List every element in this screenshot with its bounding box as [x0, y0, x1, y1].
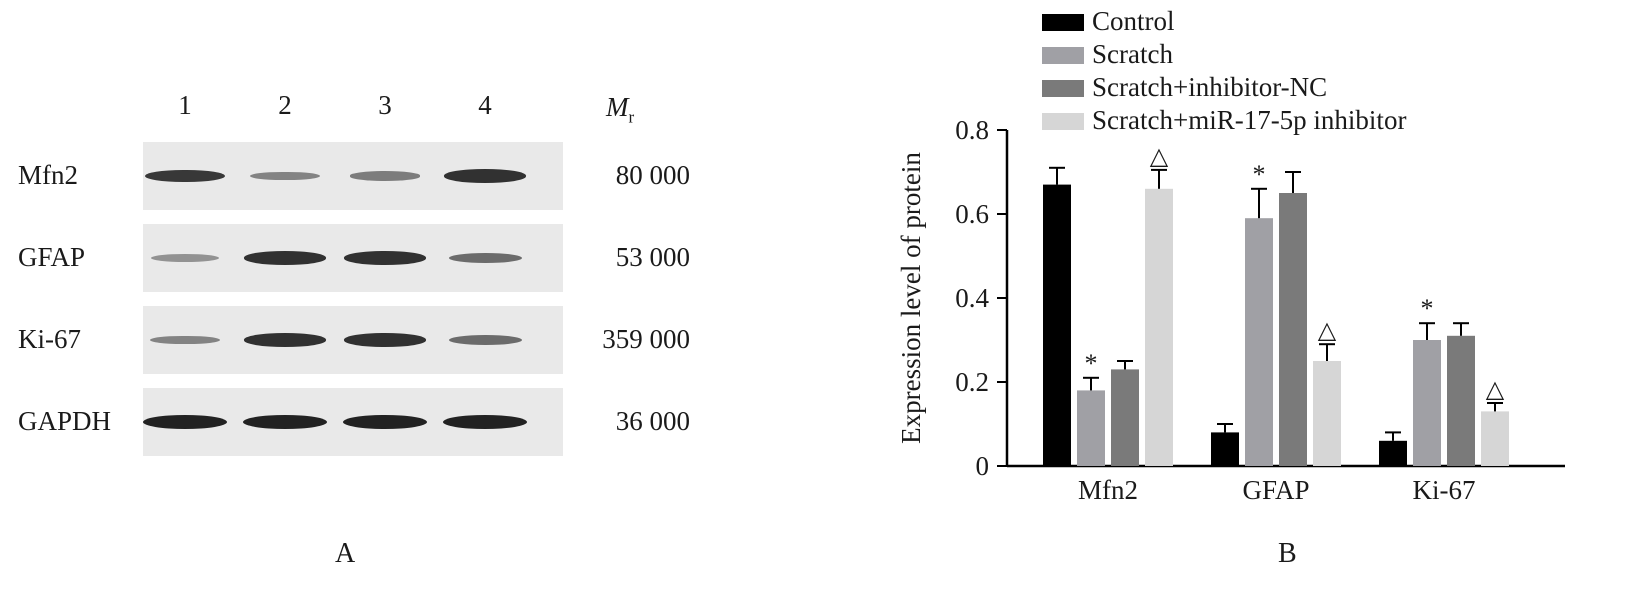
band-gapdh-lane-3 [343, 415, 427, 429]
x-category-label-mfn2: Mfn2 [1078, 475, 1138, 505]
bar-gfap-2 [1245, 218, 1273, 466]
bar-mfn2-1 [1043, 184, 1071, 466]
band-gfap-lane-1 [151, 254, 219, 262]
molecular-weight-header: Mr [606, 92, 635, 127]
legend-swatch-4 [1042, 113, 1084, 130]
significance-mark-ki-67-4: △ [1486, 377, 1505, 403]
panel-label-a: A [335, 538, 356, 569]
significance-mark-ki-67-2: * [1421, 294, 1434, 323]
mw-value-ki67: 359 000 [602, 324, 690, 354]
legend-label-1: Control [1092, 6, 1175, 36]
bar-ki-67-3 [1447, 335, 1475, 466]
band-mfn2-lane-2 [250, 171, 320, 181]
band-ki-67-lane-2 [244, 333, 326, 347]
x-category-label-ki-67: Ki-67 [1413, 475, 1476, 505]
legend-swatch-1 [1042, 14, 1084, 31]
legend-swatch-2 [1042, 47, 1084, 64]
significance-mark-gfap-4: △ [1318, 318, 1337, 344]
legend-label-2: Scratch [1092, 39, 1173, 69]
band-ki-67-lane-3 [344, 333, 426, 347]
band-gapdh-lane-1 [143, 415, 227, 429]
bar-ki-67-1 [1379, 440, 1407, 466]
band-gfap-lane-2 [244, 251, 326, 265]
band-gapdh-lane-4 [443, 415, 527, 429]
x-category-label-gfap: GFAP [1242, 475, 1309, 505]
lane-number-1: 1 [178, 90, 192, 120]
lane-number-2: 2 [278, 90, 292, 120]
legend-swatch-3 [1042, 80, 1084, 97]
y-tick-label-4: 0.8 [955, 115, 989, 145]
row-label-mfn2: Mfn2 [18, 160, 78, 190]
bar-mfn2-4 [1145, 188, 1173, 467]
lane-number-4: 4 [478, 90, 492, 120]
mw-value-gapdh: 36 000 [615, 406, 690, 436]
band-gapdh-lane-2 [243, 415, 327, 429]
blot-strip-gfap [143, 224, 563, 292]
panel-label-b: B [1278, 538, 1297, 569]
bar-gfap-3 [1279, 193, 1307, 466]
lane-number-3: 3 [378, 90, 392, 120]
band-ki-67-lane-4 [448, 335, 522, 345]
legend-label-3: Scratch+inhibitor-NC [1092, 72, 1327, 102]
row-label-gapdh: GAPDH [18, 406, 112, 436]
row-label-gfap: GFAP [18, 242, 86, 272]
band-gfap-lane-3 [344, 251, 426, 265]
y-tick-label-2: 0.4 [955, 283, 989, 313]
bar-ki-67-2 [1413, 340, 1441, 466]
y-tick-label-3: 0.6 [955, 199, 989, 229]
band-ki-67-lane-1 [150, 335, 220, 345]
blot-strip-gapdh [143, 388, 563, 456]
blot-strip-mfn2 [143, 142, 563, 210]
bar-gfap-1 [1211, 432, 1239, 466]
band-mfn2-lane-4 [444, 169, 526, 183]
y-tick-label-1: 0.2 [955, 367, 989, 397]
significance-mark-mfn2-2: * [1085, 349, 1098, 378]
bar-ki-67-4 [1481, 411, 1509, 466]
band-gfap-lane-4 [448, 253, 522, 263]
y-tick-label-0: 0 [976, 451, 990, 481]
band-mfn2-lane-3 [349, 171, 421, 181]
mw-value-mfn2: 80 000 [615, 160, 690, 190]
mw-value-gfap: 53 000 [615, 242, 690, 272]
bar-gfap-4 [1313, 361, 1341, 466]
significance-mark-mfn2-4: △ [1150, 144, 1169, 170]
significance-mark-gfap-2: * [1253, 160, 1266, 189]
legend-label-4: Scratch+miR-17-5p inhibitor [1092, 105, 1406, 135]
row-label-ki67: Ki-67 [18, 324, 81, 354]
bar-mfn2-3 [1111, 369, 1139, 466]
bar-mfn2-2 [1077, 390, 1105, 466]
y-axis-label: Expression level of protein [896, 152, 926, 444]
blot-strip-ki67 [143, 306, 563, 374]
band-mfn2-lane-1 [144, 169, 226, 183]
